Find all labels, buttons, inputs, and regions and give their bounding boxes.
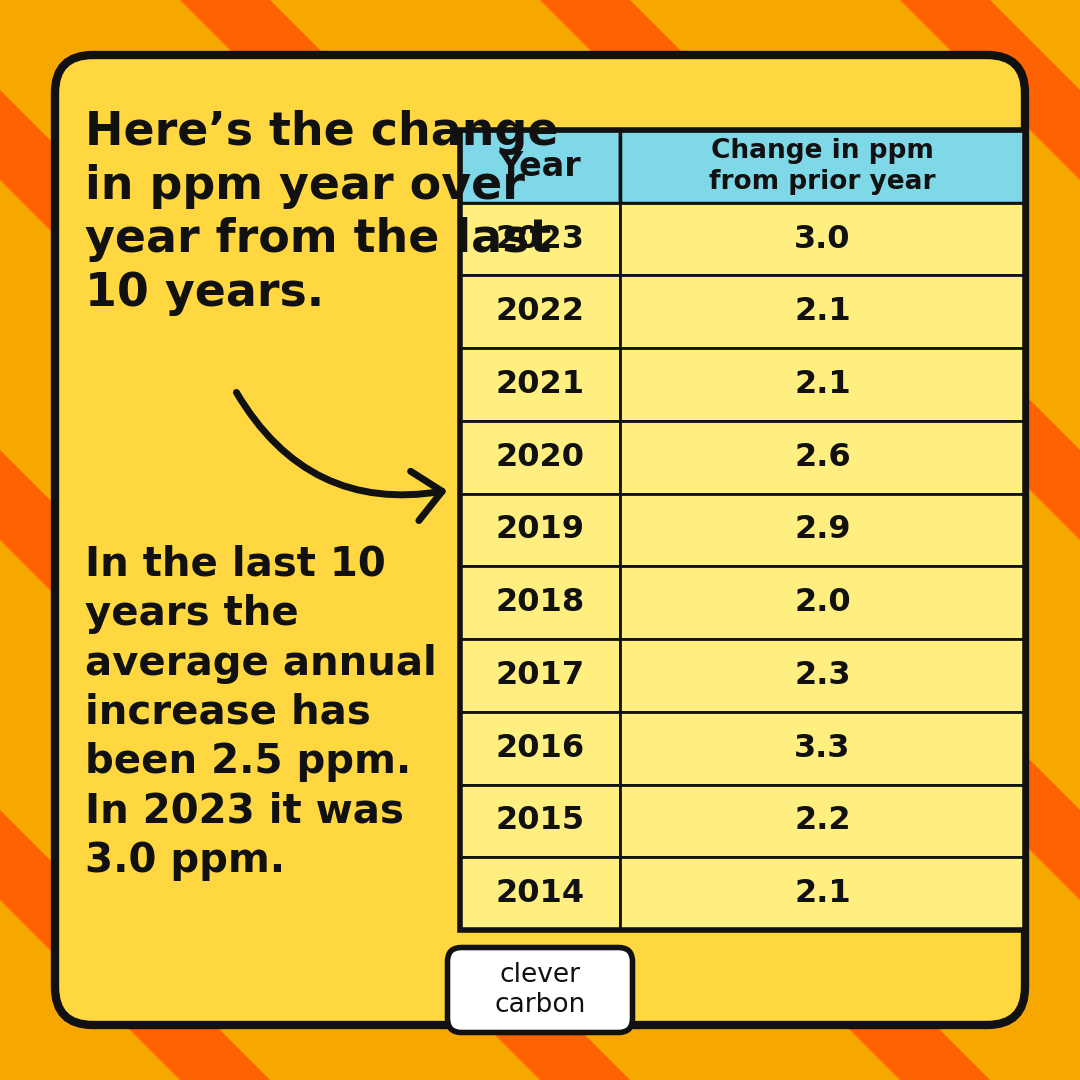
Text: In the last 10
years the
average annual
increase has
been 2.5 ppm.
In 2023 it wa: In the last 10 years the average annual … [85, 545, 436, 881]
Bar [620, 421, 1025, 494]
Text: 2.9: 2.9 [794, 514, 851, 545]
Text: 2019: 2019 [496, 514, 584, 545]
Bar [620, 566, 1025, 639]
Bar [620, 712, 1025, 784]
Text: 3.0: 3.0 [794, 224, 851, 255]
Polygon shape [0, 0, 90, 1080]
Bar [620, 130, 1025, 203]
Polygon shape [180, 0, 1080, 1080]
Text: 2021: 2021 [496, 369, 584, 400]
Text: 2.2: 2.2 [794, 806, 851, 836]
Text: 2015: 2015 [496, 806, 584, 836]
Bar [460, 494, 620, 566]
Polygon shape [0, 0, 450, 1080]
Text: 3.3: 3.3 [794, 732, 851, 764]
Text: 2020: 2020 [496, 442, 584, 473]
Text: Here’s the change
in ppm year over
year from the last
10 years.: Here’s the change in ppm year over year … [85, 110, 558, 316]
Polygon shape [0, 0, 630, 1080]
Text: 2022: 2022 [496, 296, 584, 327]
Bar [620, 348, 1025, 421]
Bar [460, 858, 620, 930]
Bar [620, 639, 1025, 712]
Text: 2.6: 2.6 [794, 442, 851, 473]
Bar [620, 494, 1025, 566]
Polygon shape [0, 0, 990, 1080]
Text: 2018: 2018 [496, 588, 584, 618]
Text: 2.0: 2.0 [794, 588, 851, 618]
FancyBboxPatch shape [55, 55, 1025, 1025]
Text: 2.3: 2.3 [794, 660, 851, 691]
Bar [620, 203, 1025, 275]
Bar [460, 639, 620, 712]
Bar [460, 712, 620, 784]
Text: 2014: 2014 [496, 878, 584, 909]
Text: 2023: 2023 [496, 224, 584, 255]
Text: 2016: 2016 [496, 732, 584, 764]
Bar [460, 130, 620, 203]
Polygon shape [360, 0, 1080, 1080]
Text: 2017: 2017 [496, 660, 584, 691]
Bar [460, 348, 620, 421]
Polygon shape [900, 0, 1080, 1080]
Bar [620, 858, 1025, 930]
FancyBboxPatch shape [447, 947, 633, 1032]
Text: Year: Year [499, 150, 581, 183]
Text: 2.1: 2.1 [794, 369, 851, 400]
Text: Change in ppm
from prior year: Change in ppm from prior year [710, 138, 935, 194]
Bar [620, 784, 1025, 858]
Bar [460, 275, 620, 348]
Bar [620, 275, 1025, 348]
Bar [460, 421, 620, 494]
Bar [460, 130, 1025, 930]
Text: clever
carbon: clever carbon [495, 962, 585, 1018]
FancyArrowPatch shape [237, 392, 442, 521]
Polygon shape [540, 0, 1080, 1080]
Polygon shape [0, 0, 270, 1080]
Bar [460, 203, 620, 275]
Bar [460, 566, 620, 639]
Bar [460, 784, 620, 858]
Polygon shape [0, 0, 810, 1080]
Polygon shape [720, 0, 1080, 1080]
Text: 2.1: 2.1 [794, 878, 851, 909]
Text: 2.1: 2.1 [794, 296, 851, 327]
